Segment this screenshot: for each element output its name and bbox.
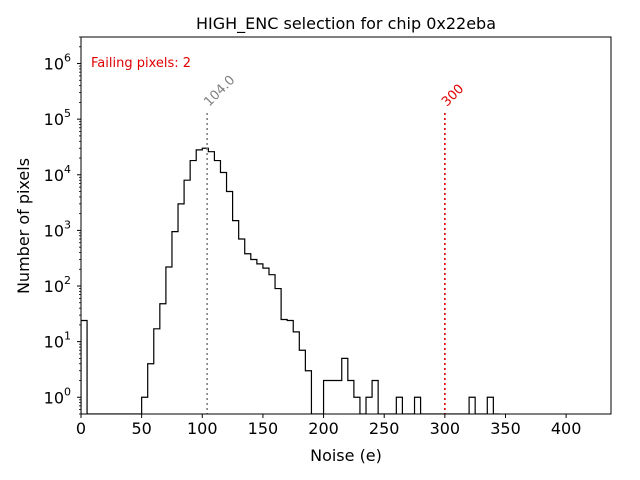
x-tick-label: 50	[131, 419, 151, 438]
y-tick-label: 100	[44, 385, 71, 407]
y-axis-label: Number of pixels	[14, 158, 33, 294]
threshold-label: 300	[439, 82, 467, 110]
y-tick-label: 106	[44, 52, 71, 74]
plot-frame	[80, 36, 612, 415]
x-tick-label: 250	[369, 419, 400, 438]
y-tick-label: 103	[44, 218, 71, 240]
y-tick-label: 104	[44, 163, 71, 185]
x-tick-label: 200	[308, 419, 339, 438]
mean-label: 104.0	[201, 73, 238, 110]
histogram-step	[81, 147, 500, 414]
x-tick-label: 300	[430, 419, 461, 438]
chart-title: HIGH_ENC selection for chip 0x22eba	[196, 14, 496, 34]
y-tick-label: 105	[44, 107, 71, 129]
y-tick-label: 101	[44, 330, 71, 352]
x-axis-label: Noise (e)	[310, 446, 382, 465]
x-tick-label: 150	[248, 419, 279, 438]
failing-pixels-annotation: Failing pixels: 2	[91, 56, 191, 71]
y-tick-label: 102	[44, 274, 71, 296]
x-tick-label: 400	[551, 419, 582, 438]
x-tick-label: 0	[76, 419, 86, 438]
x-tick-label: 100	[187, 419, 218, 438]
x-tick-label: 350	[490, 419, 521, 438]
